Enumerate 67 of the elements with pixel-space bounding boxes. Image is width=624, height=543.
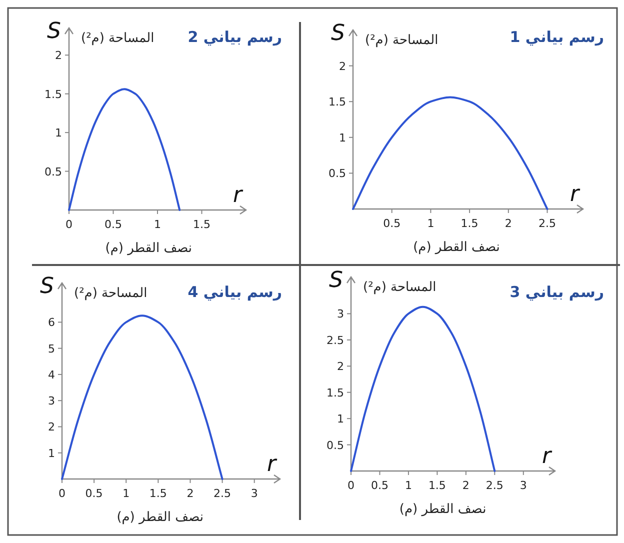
chart-title: رسم بياني 4 [188,283,282,301]
x-tick-label: 1 [404,479,412,492]
y-tick-label: 2 [55,49,62,62]
y-tick-label: 6 [48,316,55,330]
y-tick-label: 3 [337,308,344,321]
y-axis-title: S [40,274,54,299]
y-tick-label: 2 [337,360,344,374]
x-tick-label: 1.5 [149,487,167,500]
line-series [352,96,548,210]
y-axis-title: S [329,268,344,293]
x-tick-label: 2.5 [538,217,556,230]
x-tick-label: 1.5 [460,217,478,230]
x-tick-label: 2.5 [486,479,504,492]
line-series [61,314,224,480]
x-axis-title: r [570,182,581,207]
x-tick-label: 0.5 [383,217,401,230]
text: نصف القطر (م) [399,502,486,517]
x-tick-label: 1 [427,217,434,230]
x-tick-label: 2.5 [214,487,232,500]
line-series [68,88,181,211]
x-tick-label: 0.5 [104,218,122,231]
x-tick-label: 2 [186,487,194,500]
x-tick-label: 0 [66,218,72,231]
annotation: المساحة (م²) [365,33,438,48]
y-tick-label: 1 [337,412,344,426]
line-series [350,306,496,472]
y-axis-title: S [331,21,346,46]
x-tick-label: 2 [504,217,512,230]
y-tick-label: 2 [339,60,346,73]
annotation: المساحة (م²) [363,280,436,295]
y-tick-label: 1 [48,446,55,460]
y-tick-label: 2 [48,420,55,434]
y-tick-label: 5 [48,342,55,356]
x-tick-label: 0 [348,479,354,492]
y-tick-label: 1.5 [44,88,62,101]
x-tick-label: 2 [462,479,470,492]
x-tick-label: 1.5 [428,479,446,492]
x-tick-label: 0 [58,487,66,500]
annotation: المساحة (م²) [74,286,148,301]
y-tick-label: 0.5 [44,165,62,178]
y-axis-title: S [47,19,62,44]
y-tick-label: 1.5 [326,386,344,400]
text: نصف القطر (م) [413,240,500,255]
y-tick-label: 0.5 [326,438,344,452]
x-tick-label: 3 [520,479,527,492]
x-tick-label: 1 [154,218,161,231]
text: نصف القطر (م) [116,510,204,525]
y-tick-label: 0.5 [328,167,346,180]
x-tick-label: 1.5 [193,218,210,231]
y-tick-label: 1.5 [328,96,346,109]
chart-title: رسم بياني 2 [188,28,282,46]
x-tick-label: 0.5 [370,479,388,492]
annotation: المساحة (م²) [81,31,154,46]
x-axis-title: r [232,183,244,208]
y-tick-label: 2.5 [326,334,344,347]
x-tick-label: 1 [122,487,130,500]
y-tick-label: 3 [48,394,55,408]
y-tick-label: 1 [339,131,346,144]
text: نصف القطر (م) [105,241,192,256]
chart-title: رسم بياني 3 [510,283,604,301]
x-tick-label: 0.5 [85,487,103,500]
y-tick-label: 4 [48,368,55,382]
x-tick-label: 3 [250,487,258,500]
x-axis-title: r [266,452,278,477]
chart-title: رسم بياني 1 [510,28,604,46]
x-axis-title: r [542,444,553,469]
y-tick-label: 1 [55,126,62,140]
